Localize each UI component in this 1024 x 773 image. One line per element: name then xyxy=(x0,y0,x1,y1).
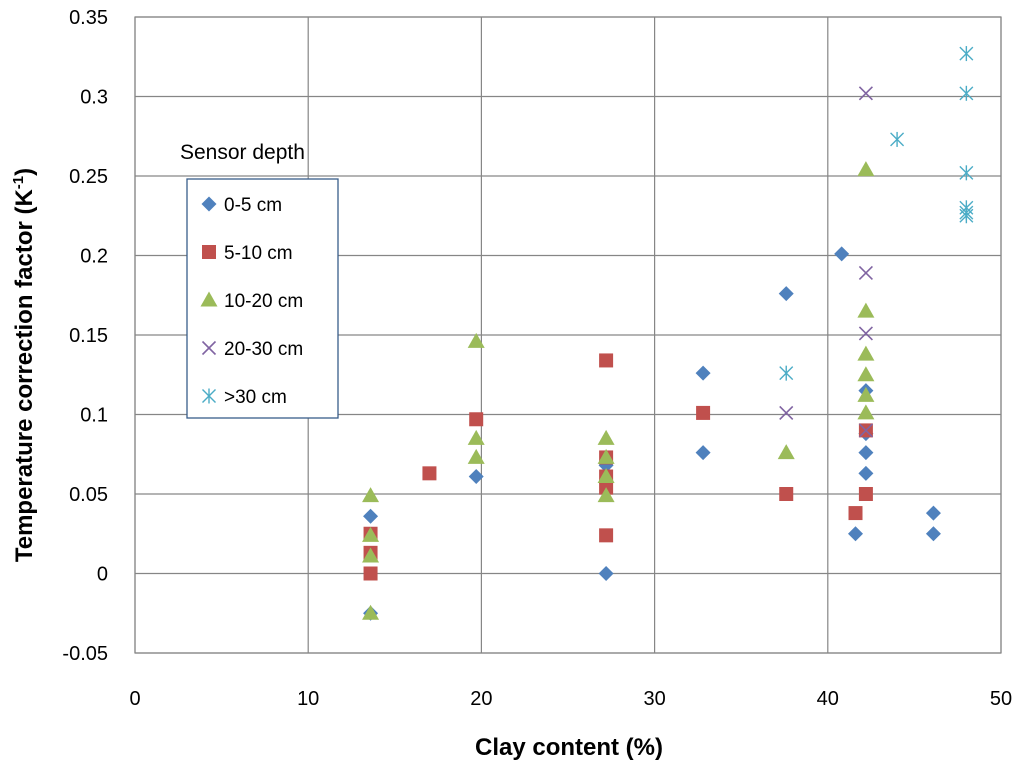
data-point xyxy=(857,161,875,177)
data-point xyxy=(857,404,875,420)
legend-marker xyxy=(201,340,217,356)
data-point xyxy=(857,345,875,361)
data-point xyxy=(959,85,974,101)
x-tick-label: 0 xyxy=(129,688,140,710)
data-point xyxy=(362,526,380,542)
data-point xyxy=(925,505,941,521)
legend-label: 10-20 cm xyxy=(224,291,303,312)
legend-marker xyxy=(202,245,216,259)
y-tick-label: 0.35 xyxy=(69,7,108,29)
data-point xyxy=(599,528,614,543)
data-point xyxy=(858,326,873,341)
data-point xyxy=(467,429,485,445)
data-point xyxy=(858,487,873,501)
y-tick-label: 0.2 xyxy=(80,246,108,268)
data-point xyxy=(778,286,794,302)
plot-area xyxy=(134,16,1002,654)
data-point xyxy=(362,547,380,563)
data-point xyxy=(598,566,614,581)
data-point xyxy=(777,444,795,460)
data-point xyxy=(857,386,875,402)
legend-marker xyxy=(202,388,216,404)
data-points xyxy=(362,46,974,621)
data-point xyxy=(469,412,484,427)
data-point xyxy=(362,604,380,620)
data-point xyxy=(597,429,615,445)
data-point xyxy=(779,365,794,381)
data-point xyxy=(696,405,711,420)
x-tick-label: 30 xyxy=(643,688,665,710)
x-axis-title: Clay content (%) xyxy=(475,734,663,761)
data-point xyxy=(779,405,794,420)
data-point xyxy=(925,526,941,542)
data-point xyxy=(858,445,874,461)
data-point xyxy=(858,465,874,481)
data-point xyxy=(857,302,875,318)
data-point xyxy=(848,506,863,521)
legend-marker xyxy=(201,196,217,212)
y-axis: -0.05 0 0.05 0.1 0.15 0.2 0.25 0.3 0.35 xyxy=(62,7,108,665)
y-tick-label: 0.3 xyxy=(80,87,108,109)
y-tick-label: 0.1 xyxy=(80,405,108,427)
data-point xyxy=(959,165,974,181)
legend-label: 20-30 cm xyxy=(224,339,303,360)
legend-label: 5-10 cm xyxy=(224,243,293,264)
data-point xyxy=(848,526,864,542)
data-point xyxy=(467,332,485,348)
y-axis-title-main: Temperature correction factor (K xyxy=(11,189,38,563)
data-point xyxy=(858,265,873,281)
x-tick-label: 10 xyxy=(297,688,319,710)
data-point xyxy=(363,508,379,524)
data-point xyxy=(858,423,873,438)
legend-label: 0-5 cm xyxy=(224,195,282,216)
data-point xyxy=(695,445,711,461)
data-point xyxy=(858,86,873,101)
data-point xyxy=(468,469,484,485)
legend-title: Sensor depth xyxy=(180,141,305,164)
x-axis: 0 10 20 30 40 50 xyxy=(129,688,1012,710)
y-axis-title-end: ) xyxy=(11,168,38,176)
legend-items: 0-5 cm 5-10 cm 10-20 cm 20-30 cm >30 cm xyxy=(200,195,303,408)
data-point xyxy=(599,353,614,368)
data-point xyxy=(597,487,615,503)
legend-label: >30 cm xyxy=(224,387,287,408)
data-point xyxy=(779,487,794,501)
data-point xyxy=(834,246,850,262)
data-point xyxy=(857,366,875,382)
data-point xyxy=(959,46,974,62)
x-tick-label: 50 xyxy=(990,688,1012,710)
x-tick-label: 40 xyxy=(817,688,839,710)
legend: Sensor depth 0-5 cm 5-10 cm 10-20 cm 20-30 … xyxy=(180,141,339,419)
y-axis-title: Temperature correction factor (K-1) xyxy=(10,168,38,562)
y-tick-label: 0 xyxy=(97,564,108,586)
data-point xyxy=(695,365,711,381)
y-axis-title-superscript: -1 xyxy=(10,176,27,189)
data-point xyxy=(597,448,615,464)
x-tick-label: 20 xyxy=(470,688,492,710)
legend-marker xyxy=(200,291,218,307)
data-point xyxy=(959,208,974,224)
data-point xyxy=(890,131,905,147)
data-point xyxy=(467,448,485,464)
y-tick-label: 0.25 xyxy=(69,166,108,188)
y-tick-label: 0.05 xyxy=(69,484,108,506)
data-point xyxy=(363,566,378,581)
y-tick-label: -0.05 xyxy=(62,643,108,665)
data-point xyxy=(597,468,615,484)
data-point xyxy=(362,487,380,503)
data-point xyxy=(422,466,437,481)
y-tick-label: 0.15 xyxy=(69,325,108,347)
